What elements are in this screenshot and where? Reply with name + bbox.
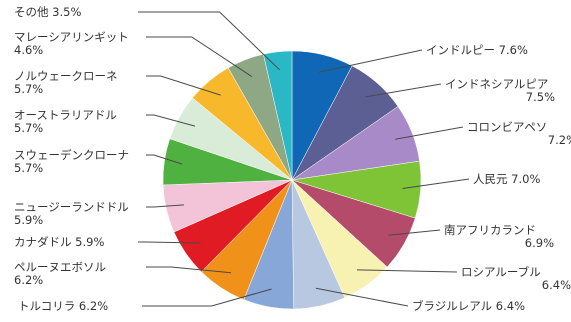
leader-line: [142, 288, 272, 307]
pie-slices: [162, 50, 422, 310]
leader-line: [395, 126, 464, 140]
slice-value: 7.2%: [548, 133, 571, 147]
leader-line: [388, 229, 441, 236]
leader-line: [402, 178, 470, 189]
slice-value: 6.2%: [14, 273, 43, 287]
leader-line: [146, 266, 232, 274]
leader-lines: [138, 11, 470, 307]
slice-value: 6.9%: [525, 236, 554, 250]
leader-line: [146, 75, 221, 96]
slice-value: 6.4%: [542, 278, 571, 292]
slice-value: 5.7%: [14, 82, 43, 96]
slice-value: 4.6%: [14, 43, 43, 57]
leader-line: [315, 287, 409, 307]
slice-label: インドルピー 7.6%: [426, 43, 528, 57]
leader-line: [356, 269, 458, 273]
leader-line: [365, 83, 442, 98]
slice-label: ブラジルレアル 6.4%: [412, 299, 525, 313]
slice-label: インドネシアルピア: [445, 77, 548, 91]
slice-value: 5.7%: [14, 161, 43, 175]
leader-line: [146, 36, 253, 78]
slice-label: ノルウェークローネ: [14, 69, 118, 83]
slice-label: カナダドル 5.9%: [14, 235, 104, 249]
leader-line: [146, 204, 184, 208]
slice-label: ペルーヌエボソル: [14, 260, 106, 274]
slice-label: オーストラリアドル: [14, 108, 117, 122]
leader-line: [146, 154, 183, 165]
leader-line: [318, 49, 423, 73]
slice-label: トルコリラ 6.2%: [18, 299, 108, 313]
slice-label: 人民元 7.0%: [473, 172, 540, 186]
slice-value: 5.9%: [14, 213, 43, 227]
slice-value: 5.7%: [14, 121, 43, 135]
slice-label: コロンビアペソ: [467, 120, 547, 134]
slice-value: 7.5%: [526, 90, 555, 104]
slice-label: マレーシアリンギット: [14, 30, 129, 44]
slice-label: ロシアルーブル: [461, 265, 541, 279]
leader-line: [138, 241, 201, 244]
slice-label: スウェーデンクローナ: [14, 148, 129, 162]
leader-line: [146, 114, 196, 127]
leader-line: [138, 11, 280, 71]
slice-label: ニュージーランドドル: [14, 200, 129, 214]
slice-label: その他 3.5%: [14, 5, 81, 19]
slice-label: 南アフリカランド: [444, 223, 536, 237]
